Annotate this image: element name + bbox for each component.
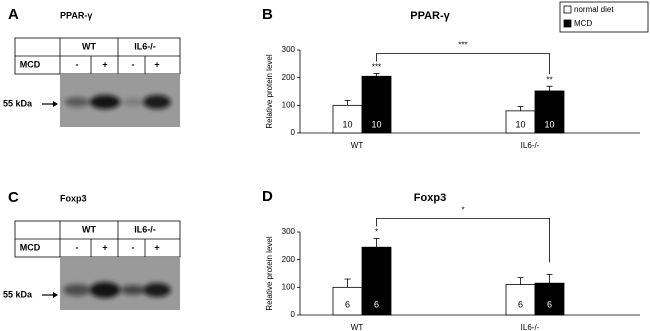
significance: * — [375, 227, 378, 236]
panel-label: D — [262, 188, 273, 205]
blot-band — [63, 284, 91, 296]
blot-band — [89, 95, 121, 109]
n-label: 10 — [515, 119, 525, 129]
blot-title: PPAR-γ — [60, 10, 92, 20]
n-label: 6 — [345, 299, 350, 309]
group-label: WT — [82, 224, 96, 234]
lane-label: - — [132, 59, 135, 69]
marker-label: 55 kDa — [3, 289, 33, 299]
blot-band — [89, 282, 121, 298]
legend-label: normal diet — [574, 5, 614, 14]
n-label: 6 — [547, 299, 552, 309]
blot-band — [120, 285, 146, 295]
n-label: 10 — [342, 119, 352, 129]
y-tick-label: 200 — [282, 255, 296, 264]
lane-label: - — [132, 242, 135, 252]
row-label: MCD — [20, 59, 41, 69]
legend-frame — [559, 1, 649, 33]
lane-label: + — [102, 59, 107, 69]
lane-label: + — [102, 242, 107, 252]
blot-band — [122, 98, 144, 106]
y-tick-label: 0 — [291, 310, 296, 319]
n-label: 6 — [518, 299, 523, 309]
x-tick-label: WT — [351, 141, 364, 150]
chart-title: Foxp3 — [414, 192, 446, 204]
y-tick-label: 100 — [282, 282, 296, 291]
comparison-label: * — [461, 205, 464, 214]
n-label: 10 — [371, 119, 381, 129]
bar — [361, 246, 392, 316]
group-label: IL6-/- — [134, 224, 156, 234]
significance: *** — [372, 63, 381, 72]
lane-label: - — [76, 242, 79, 252]
bar — [534, 90, 565, 134]
y-tick-label: 0 — [291, 128, 296, 137]
n-label: 6 — [374, 299, 379, 309]
x-tick-label: IL6-/- — [521, 141, 540, 150]
blot-band — [64, 97, 90, 107]
y-tick-label: 100 — [282, 100, 296, 109]
comparison-bracket — [376, 217, 550, 263]
panel-label: C — [8, 189, 19, 206]
lane-label: + — [154, 59, 159, 69]
blot-band — [143, 283, 171, 297]
blot-title: Foxp3 — [60, 193, 87, 203]
marker-arrow-head — [53, 292, 58, 298]
group-label: WT — [82, 41, 96, 51]
y-tick-label: 300 — [282, 45, 296, 54]
comparison-bracket — [376, 53, 550, 75]
y-tick-label: 200 — [282, 73, 296, 82]
row-label: MCD — [20, 242, 41, 252]
legend-swatch — [563, 5, 572, 14]
significance: ** — [546, 75, 552, 84]
n-label: 10 — [544, 119, 554, 129]
x-tick-label: IL6-/- — [521, 323, 540, 331]
group-label: IL6-/- — [134, 41, 156, 51]
legend-swatch — [563, 19, 572, 28]
blot-band — [143, 95, 171, 109]
bar — [534, 282, 565, 316]
x-tick-label: WT — [351, 323, 364, 331]
y-tick-label: 300 — [282, 227, 296, 236]
panel-label: A — [8, 6, 19, 23]
chart-title: PPAR-γ — [410, 10, 450, 22]
lane-label: + — [154, 242, 159, 252]
y-axis-label: Relative protein level — [265, 236, 274, 310]
panel-label: B — [262, 6, 273, 23]
marker-arrow-head — [53, 101, 58, 107]
comparison-label: *** — [458, 41, 467, 50]
bar — [361, 75, 392, 134]
lane-label: - — [76, 59, 79, 69]
y-axis-label: Relative protein level — [265, 54, 274, 128]
legend-label: MCD — [574, 19, 592, 28]
marker-label: 55 kDa — [3, 98, 33, 108]
